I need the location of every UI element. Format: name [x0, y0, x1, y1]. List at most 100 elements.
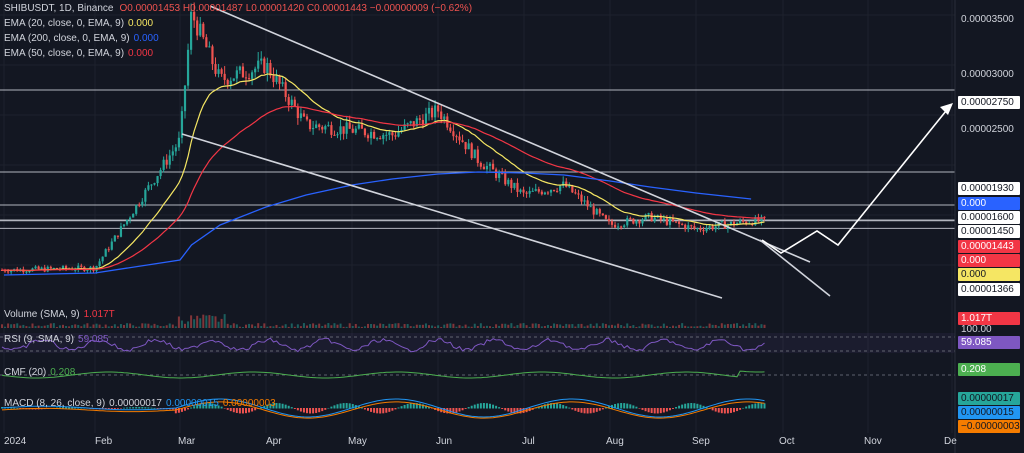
volume-bar	[113, 324, 116, 328]
macd-histogram-bar	[714, 408, 717, 412]
macd-histogram-bar	[190, 407, 193, 409]
macd-histogram-bar	[415, 403, 418, 409]
candle-body	[476, 149, 479, 163]
volume-bar	[62, 324, 64, 328]
volume-bar	[351, 326, 354, 328]
volume-bar	[80, 326, 83, 328]
macd-histogram-bar	[668, 408, 671, 411]
level-tag-19300[interactable]: 0.00001930	[958, 182, 1020, 195]
volume-legend[interactable]: Volume (SMA, 9) 1.017T	[4, 309, 115, 321]
symbol-label[interactable]: SHIBUSDT, 1D, Binance	[4, 3, 114, 14]
volume-bar	[190, 315, 193, 328]
macd-histogram-bar	[342, 403, 345, 409]
volume-bar	[736, 323, 739, 328]
macd-histogram-bar	[153, 407, 156, 409]
candle-body	[165, 159, 168, 165]
candle-body	[604, 215, 607, 219]
volume-bar	[71, 325, 74, 328]
macd-histogram-bar	[65, 407, 68, 409]
macd-histogram-bar	[745, 406, 748, 409]
channel-lower-line	[181, 133, 723, 299]
volume-bar	[367, 323, 369, 328]
volume-bar	[550, 325, 552, 328]
volume-bar	[83, 324, 86, 328]
volume-bar	[574, 326, 577, 328]
candle-body	[119, 226, 123, 237]
volume-bar	[546, 324, 549, 328]
candle-body	[665, 218, 668, 225]
level-tag-14500[interactable]: 0.00001450	[958, 225, 1020, 238]
candle-body	[360, 124, 363, 129]
macd-histogram-bar	[238, 408, 241, 414]
macd-histogram-bar	[370, 408, 373, 412]
level-tag-13660[interactable]: 0.00001366	[958, 283, 1020, 296]
macd-histogram-bar	[196, 404, 199, 409]
macd-histogram-bar	[684, 403, 687, 409]
macd-histogram-bar	[77, 407, 80, 409]
ohlc-values: O0.00001453 H0.00001487 L0.00001420 C0.0…	[119, 3, 473, 14]
macd-histogram-bar	[672, 408, 674, 409]
volume-bar	[31, 323, 34, 328]
candle-body	[668, 218, 672, 225]
volume-bar	[409, 326, 412, 328]
ema50-legend[interactable]: EMA (50, close, 0, EMA, 9) 0.000	[4, 48, 153, 60]
candlestick-series	[0, 2, 766, 275]
candle-body	[147, 185, 150, 190]
volume-bar	[498, 325, 501, 328]
macd-histogram-bar	[729, 408, 732, 413]
candle-body	[449, 127, 452, 132]
level-tag-16000[interactable]: 0.00001600	[958, 211, 1020, 224]
macd-histogram-bar	[376, 408, 379, 414]
macd-histogram-bar	[580, 408, 583, 413]
macd-histogram-bar	[595, 408, 598, 412]
candle-body	[406, 123, 409, 125]
volume-bar	[452, 323, 455, 328]
candle-body	[382, 135, 385, 139]
volume-bar	[171, 324, 174, 328]
volume-bar	[647, 324, 650, 328]
candle-body	[186, 49, 190, 86]
macd-histogram-bar	[574, 408, 577, 411]
volume-bar	[199, 318, 202, 328]
volume-bar	[52, 323, 55, 328]
volume-bar	[589, 323, 592, 328]
macd-histogram-bar	[409, 403, 412, 409]
volume-bar	[55, 326, 58, 328]
candle-body	[205, 37, 208, 48]
candle-body	[217, 69, 220, 74]
ema200-legend[interactable]: EMA (200, close, 0, EMA, 9) 0.000	[4, 33, 159, 45]
level-tag-27500[interactable]: 0.00002750	[958, 96, 1020, 109]
macd-histogram-bar	[742, 407, 745, 409]
rsi-label: RSI (9, SMA, 9)	[4, 334, 75, 345]
macd-histogram-bar	[235, 408, 238, 413]
volume-bar	[37, 325, 40, 328]
candle-body	[760, 216, 763, 222]
macd-legend[interactable]: MACD (8, 26, close, 9) 0.00000017 0.000000…	[4, 398, 276, 410]
cmf-legend[interactable]: CMF (20) 0.208	[4, 367, 75, 379]
volume-bar	[467, 326, 470, 328]
candle-body	[705, 228, 708, 232]
volume-bar	[306, 325, 308, 328]
rsi-legend[interactable]: RSI (9, SMA, 9) 59.085	[4, 334, 109, 346]
candle-body	[720, 221, 723, 223]
candle-body	[278, 75, 281, 84]
ema20-legend[interactable]: EMA (20, close, 0, EMA, 9) 0.000	[4, 18, 153, 30]
macd-histogram-bar	[373, 408, 376, 413]
candle-body	[40, 267, 43, 269]
macd-histogram-bar	[726, 408, 729, 414]
macd-histogram-bar	[400, 406, 403, 409]
volume-bar	[49, 323, 52, 328]
macd-histogram-bar	[229, 408, 232, 412]
macd-histogram-bar	[662, 408, 665, 413]
volume-bar	[248, 323, 251, 328]
volume-bar	[513, 326, 516, 328]
macd-histogram-bar	[485, 403, 488, 409]
macd-histogram-bar	[641, 408, 644, 410]
macd-histogram-bar	[290, 407, 293, 409]
volume-bar	[238, 326, 241, 328]
volume-bar	[309, 324, 312, 328]
time-tick: Feb	[95, 436, 113, 447]
macd-histogram-bar	[546, 403, 549, 409]
rsi-value: 59.085	[78, 334, 109, 345]
